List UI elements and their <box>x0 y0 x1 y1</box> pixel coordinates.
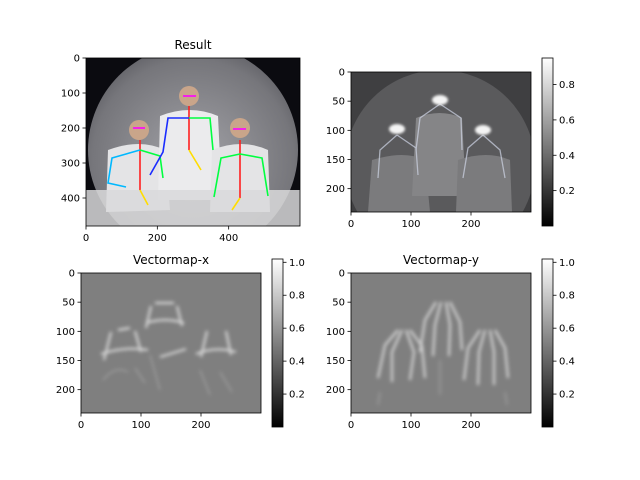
x-tick-label: 100 <box>401 420 420 431</box>
y-tick-label: 50 <box>62 298 75 309</box>
colorbar-tick-label: 0.6 <box>289 324 305 335</box>
result-title: Result <box>174 38 211 52</box>
y-tick-label: 200 <box>326 184 345 195</box>
vectormap-y-title: Vectormap-y <box>403 253 479 267</box>
y-tick-label: 0 <box>74 54 80 65</box>
vectormap-y-colorbar <box>541 258 554 428</box>
vectormap-x-colorbar-ticks: 0.2 0.4 0.6 0.8 1.0 <box>283 258 305 401</box>
vectormap-y-panel: Vectormap-y <box>326 253 575 431</box>
overlay-hotspots <box>389 95 491 135</box>
y-tick-label: 150 <box>326 155 345 166</box>
vectormap-x-xaxis: 0 100 200 <box>78 413 211 431</box>
x-tick-label: 200 <box>461 219 480 230</box>
y-tick-label: 200 <box>326 385 345 396</box>
x-tick-label: 0 <box>83 233 89 244</box>
colorbar-tick-label: 0.4 <box>559 151 575 162</box>
result-yaxis: 0 100 200 300 400 <box>61 54 86 205</box>
pose-skeleton <box>107 95 269 211</box>
x-tick-label: 200 <box>191 420 210 431</box>
result-image <box>86 58 300 226</box>
x-tick-label: 100 <box>401 219 420 230</box>
colorbar-tick-label: 1.0 <box>289 258 305 269</box>
overlay-image <box>351 72 531 212</box>
vectormap-y-xaxis: 0 100 200 <box>348 413 481 431</box>
colorbar-tick-label: 1.0 <box>559 258 575 269</box>
y-tick-label: 200 <box>56 385 75 396</box>
y-tick-label: 100 <box>326 126 345 137</box>
colorbar-tick-label: 0.8 <box>289 291 305 302</box>
x-tick-label: 0 <box>78 420 84 431</box>
vectormap-y-yaxis: 0 50 100 150 200 <box>326 269 351 396</box>
vectormap-x-title: Vectormap-x <box>133 253 209 267</box>
vectormap-x-colorbar <box>271 258 284 428</box>
y-tick-label: 100 <box>61 89 80 100</box>
x-tick-label: 200 <box>461 420 480 431</box>
overlay-colorbar-ticks: 0.2 0.4 0.6 0.8 <box>553 80 575 197</box>
y-tick-label: 50 <box>332 97 345 108</box>
y-tick-label: 0 <box>339 68 345 79</box>
vectormap-y-image <box>351 273 531 413</box>
y-tick-label: 200 <box>61 124 80 135</box>
colorbar-tick-label: 0.4 <box>559 357 575 368</box>
vectormap-x-image <box>81 273 261 413</box>
colorbar-tick-label: 0.8 <box>559 291 575 302</box>
colorbar-tick-label: 0.6 <box>559 115 575 126</box>
vectormap-x-panel: Vectormap-x <box>56 253 305 431</box>
x-tick-label: 400 <box>219 233 238 244</box>
colorbar-tick-label: 0.2 <box>559 390 575 401</box>
x-tick-label: 0 <box>348 219 354 230</box>
y-tick-label: 50 <box>332 298 345 309</box>
x-tick-label: 100 <box>131 420 150 431</box>
colorbar-tick-label: 0.2 <box>289 390 305 401</box>
y-tick-label: 0 <box>69 269 75 280</box>
y-tick-label: 300 <box>61 159 80 170</box>
overlay-yaxis: 0 50 100 150 200 <box>326 68 351 195</box>
colorbar-tick-label: 0.4 <box>289 357 305 368</box>
colorbar-tick-label: 0.6 <box>559 324 575 335</box>
overlay-colorbar <box>541 57 554 227</box>
vectormap-x-yaxis: 0 50 100 150 200 <box>56 269 81 396</box>
y-tick-label: 100 <box>56 327 75 338</box>
colorbar-tick-label: 0.8 <box>559 80 575 91</box>
y-tick-label: 150 <box>326 356 345 367</box>
result-xaxis: 0 200 400 <box>83 226 238 244</box>
overlay-panel: 0 100 200 0 50 100 150 200 0.2 0.4 0.6 0.8 <box>326 57 575 230</box>
colorbar-tick-label: 0.2 <box>559 186 575 197</box>
x-tick-label: 0 <box>348 420 354 431</box>
astronaut-center <box>158 86 222 200</box>
y-tick-label: 400 <box>61 194 80 205</box>
y-tick-label: 100 <box>326 327 345 338</box>
y-tick-label: 0 <box>339 269 345 280</box>
y-tick-label: 150 <box>56 356 75 367</box>
x-tick-label: 200 <box>148 233 167 244</box>
result-panel: Result <box>61 38 301 244</box>
overlay-xaxis: 0 100 200 <box>348 212 481 230</box>
vectormap-y-colorbar-ticks: 0.2 0.4 0.6 0.8 1.0 <box>553 258 575 401</box>
